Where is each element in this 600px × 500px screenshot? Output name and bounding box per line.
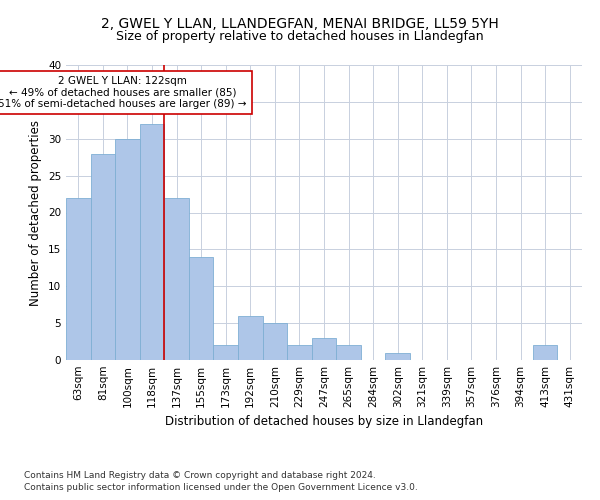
X-axis label: Distribution of detached houses by size in Llandegfan: Distribution of detached houses by size … (165, 416, 483, 428)
Text: Size of property relative to detached houses in Llandegfan: Size of property relative to detached ho… (116, 30, 484, 43)
Bar (214, 345, 238, 360)
Bar (140, 124, 164, 360)
Y-axis label: Number of detached properties: Number of detached properties (29, 120, 43, 306)
Bar (66, 198, 91, 360)
Text: 2 GWEL Y LLAN: 122sqm
← 49% of detached houses are smaller (85)
51% of semi-deta: 2 GWEL Y LLAN: 122sqm ← 49% of detached … (0, 76, 247, 110)
Text: 2, GWEL Y LLAN, LLANDEGFAN, MENAI BRIDGE, LL59 5YH: 2, GWEL Y LLAN, LLANDEGFAN, MENAI BRIDGE… (101, 18, 499, 32)
Bar (189, 257, 214, 360)
Bar (287, 345, 312, 360)
Bar (164, 198, 189, 360)
Bar (385, 352, 410, 360)
Bar (336, 345, 361, 360)
Bar (263, 323, 287, 360)
Bar (91, 154, 115, 360)
Bar (115, 138, 140, 360)
Bar (533, 345, 557, 360)
Bar (312, 338, 336, 360)
Text: Contains public sector information licensed under the Open Government Licence v3: Contains public sector information licen… (24, 484, 418, 492)
Bar (238, 316, 263, 360)
Text: Contains HM Land Registry data © Crown copyright and database right 2024.: Contains HM Land Registry data © Crown c… (24, 471, 376, 480)
